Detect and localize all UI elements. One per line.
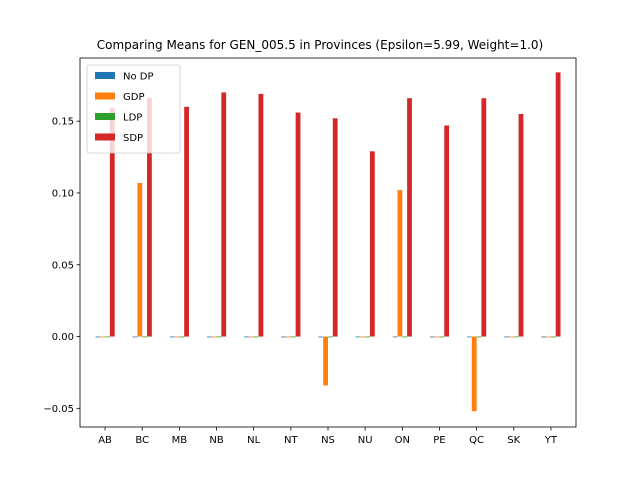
bar-no-dp-ab [95, 336, 101, 338]
bar-gdp-nl [248, 336, 254, 338]
legend-swatch-sdp [95, 133, 115, 141]
bar-sdp-nl [258, 93, 264, 337]
bar-no-dp-bc [132, 336, 138, 338]
bar-gdp-pe [434, 336, 440, 338]
bar-gdp-mb [174, 336, 180, 338]
bar-no-dp-mb [169, 336, 175, 338]
x-tick-label-on: ON [395, 435, 410, 446]
legend-swatch-no-dp [95, 72, 115, 79]
x-tick-label-nu: NU [358, 435, 373, 446]
x-tick-label-nl: NL [247, 435, 260, 446]
chart-title: Comparing Means for GEN_005.5 in Provinc… [97, 38, 543, 52]
bar-no-dp-ns [318, 336, 324, 338]
bar-no-dp-nu [355, 336, 361, 338]
bar-ldp-ns [328, 336, 333, 338]
bar-sdp-ab [109, 108, 115, 337]
x-tick-label-nt: NT [284, 435, 298, 446]
legend-swatch-ldp [95, 113, 115, 120]
y-tick-label: 0.15 [52, 117, 74, 128]
bar-sdp-nu [369, 151, 375, 337]
x-tick-label-qc: QC [469, 435, 484, 446]
x-tick-label-sk: SK [507, 435, 520, 446]
bar-ldp-ab [105, 336, 110, 338]
x-tick-label-nb: NB [209, 435, 223, 446]
bar-gdp-sk [508, 336, 514, 338]
bar-gdp-bc [137, 182, 143, 337]
plot-area [95, 72, 561, 412]
legend-label-sdp: SDP [123, 133, 143, 144]
bar-sdp-nt [295, 112, 301, 337]
x-tick-label-bc: BC [135, 435, 149, 446]
bar-no-dp-sk [504, 336, 509, 338]
bar-no-dp-qc [467, 336, 472, 338]
bar-sdp-qc [481, 98, 487, 337]
bar-ldp-bc [142, 336, 148, 338]
bar-sdp-sk [518, 114, 524, 337]
bar-no-dp-on [392, 336, 398, 338]
bar-ldp-yt [550, 336, 556, 338]
x-tick-label-pe: PE [433, 435, 445, 446]
bar-gdp-nb [211, 336, 217, 338]
bar-sdp-pe [444, 125, 450, 337]
bar-no-dp-nl [244, 336, 249, 338]
y-tick-label: 0.10 [52, 188, 74, 199]
bar-no-dp-nt [281, 336, 287, 338]
x-tick-label-yt: YT [544, 435, 558, 446]
bar-gdp-yt [546, 336, 551, 338]
y-tick-label: 0.00 [52, 332, 74, 343]
bar-ldp-nl [253, 336, 259, 338]
bar-ldp-nt [290, 336, 296, 338]
bar-sdp-mb [184, 106, 189, 337]
bar-gdp-ab [100, 336, 106, 338]
x-tick-label-ns: NS [321, 435, 335, 446]
legend-label-ldp: LDP [123, 113, 142, 124]
legend-box [86, 64, 181, 154]
x-tick-label-ab: AB [98, 435, 112, 446]
legend-swatch-gdp [95, 92, 115, 100]
bar-no-dp-pe [429, 336, 435, 338]
bar-ldp-nu [365, 336, 370, 338]
bar-ldp-pe [439, 336, 445, 338]
legend-label-no-dp: No DP [123, 72, 154, 83]
bar-no-dp-yt [541, 336, 547, 338]
bar-ldp-nb [216, 336, 222, 338]
bar-sdp-ns [332, 118, 338, 337]
bar-gdp-nt [286, 336, 291, 338]
y-tick-label: −0.05 [43, 404, 74, 415]
y-tick-label: 0.05 [52, 260, 74, 271]
bar-no-dp-nb [206, 336, 212, 338]
bar-gdp-on [397, 190, 403, 337]
bar-ldp-on [402, 336, 408, 338]
bar-sdp-yt [555, 72, 561, 337]
axes: −0.05 0.00 0.05 0.10 0.15 AB BC MB NB NL NT NS NU ON P… [43, 57, 577, 446]
bar-sdp-on [407, 98, 412, 337]
legend: No DP GDP LDP SDP [86, 64, 181, 154]
bar-gdp-ns [323, 336, 328, 386]
bar-ldp-mb [179, 336, 185, 338]
bar-ldp-sk [513, 336, 519, 338]
bar-sdp-nb [221, 92, 227, 337]
bar-gdp-nu [360, 336, 366, 338]
bar-ldp-qc [476, 336, 482, 338]
bar-gdp-qc [471, 336, 477, 412]
legend-label-gdp: GDP [123, 92, 144, 103]
bar-sdp-bc [147, 98, 152, 337]
x-tick-label-mb: MB [172, 435, 188, 446]
